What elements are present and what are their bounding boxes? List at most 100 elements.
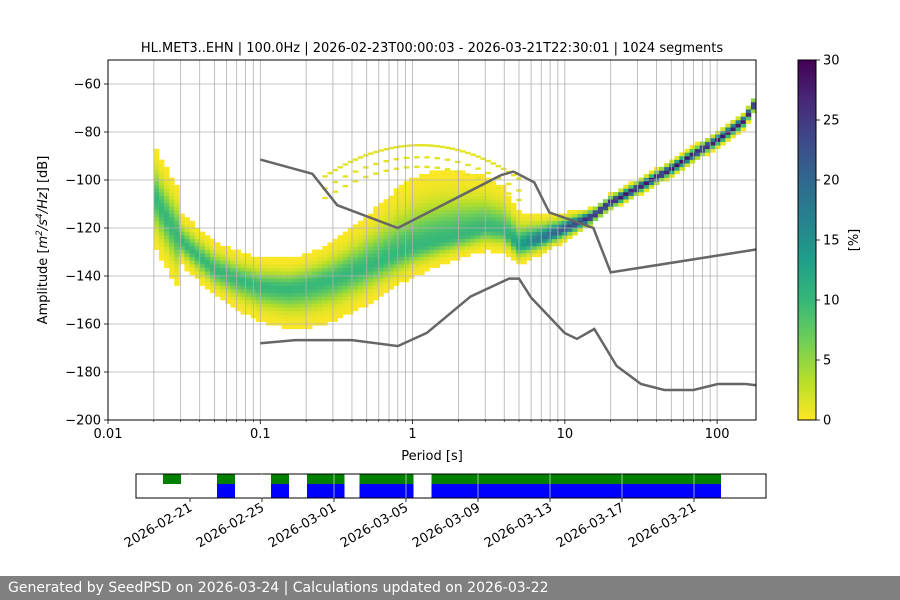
heatmap-cell <box>388 228 395 232</box>
heatmap-cell <box>546 246 553 250</box>
heatmap-cell <box>352 260 359 265</box>
heatmap-cell <box>368 296 374 301</box>
heatmap-cell <box>444 202 451 207</box>
heatmap-cell <box>332 285 338 290</box>
heatmap-cell <box>383 235 389 240</box>
heatmap-cell <box>209 278 216 283</box>
heatmap-cell <box>220 285 226 290</box>
heatmap-cell <box>164 195 170 200</box>
heatmap-cell <box>169 228 175 232</box>
heatmap-cell <box>449 174 456 178</box>
heatmap-cell <box>745 112 752 117</box>
heatmap-cell <box>368 246 374 250</box>
heatmap-cell <box>286 267 293 272</box>
heatmap-cell <box>531 235 537 240</box>
heatmap-cell <box>444 146 451 149</box>
heatmap-cell <box>169 220 175 225</box>
heatmap-cell <box>342 307 349 312</box>
heatmap-cell <box>592 206 599 211</box>
heatmap-cell <box>164 181 170 186</box>
heatmap-cell <box>393 217 400 222</box>
heatmap-cell <box>322 300 328 304</box>
heatmap-cell <box>261 296 267 301</box>
heatmap-cell <box>301 303 308 308</box>
heatmap-cell <box>153 199 160 204</box>
heatmap-cell <box>271 260 277 265</box>
heatmap-cell <box>347 285 354 290</box>
heatmap-cell <box>373 235 379 240</box>
heatmap-cell <box>357 267 364 272</box>
heatmap-cell <box>444 184 451 189</box>
heatmap-cell <box>240 310 247 315</box>
heatmap-cell <box>261 264 267 268</box>
heatmap-cell <box>393 157 400 161</box>
heatmap-cell <box>225 260 231 265</box>
heatmap-cell <box>393 267 400 272</box>
heatmap-cell <box>306 282 313 286</box>
heatmap-cell <box>587 206 594 211</box>
heatmap-cell <box>174 256 180 261</box>
heatmap-cell <box>715 130 721 135</box>
heatmap-cell <box>429 264 435 268</box>
heatmap-cell <box>460 224 466 229</box>
heatmap-cell <box>449 210 456 214</box>
heatmap-cell <box>465 195 471 200</box>
heatmap-cell <box>689 145 696 150</box>
heatmap-cell <box>414 206 420 211</box>
heatmap-cell <box>505 235 512 240</box>
heatmap-cell <box>317 271 323 276</box>
heatmap-cell <box>465 235 471 240</box>
heatmap-cell <box>664 174 670 178</box>
heatmap-cell <box>327 289 333 294</box>
heatmap-cell <box>189 264 196 268</box>
heatmap-cell <box>373 253 379 258</box>
heatmap-cell <box>194 260 201 265</box>
heatmap-cell <box>383 213 389 218</box>
heatmap-cell <box>567 210 573 214</box>
heatmap-cell <box>215 271 221 276</box>
heatmap-cell <box>444 238 451 243</box>
heatmap-cell <box>393 145 400 149</box>
heatmap-cell <box>419 271 425 276</box>
heatmap-cell <box>480 231 486 236</box>
heatmap-cell <box>383 217 389 222</box>
timeline-date-label: 2026-03-05 <box>338 500 411 551</box>
heatmap-cell <box>342 264 349 268</box>
heatmap-cell <box>480 192 486 196</box>
heatmap-cell <box>368 260 374 265</box>
timeline-bar-used <box>217 484 235 498</box>
heatmap-cell <box>414 249 420 254</box>
heatmap-cell <box>521 213 527 218</box>
heatmap-cell <box>475 246 481 250</box>
heatmap-cell <box>363 231 369 236</box>
heatmap-cell <box>434 188 441 193</box>
heatmap-cell <box>429 188 435 193</box>
heatmap-cell <box>485 171 492 175</box>
heatmap-cell <box>373 264 379 268</box>
heatmap-cell <box>449 206 456 211</box>
heatmap-cell <box>424 267 430 272</box>
heatmap-cell <box>388 267 395 272</box>
heatmap-cell <box>536 235 543 240</box>
heatmap-cell <box>332 271 338 276</box>
heatmap-cell <box>204 242 211 247</box>
timeline-bar-available <box>271 474 289 484</box>
heatmap-cell <box>281 300 287 304</box>
heatmap-cell <box>449 242 456 247</box>
heatmap-cell <box>271 307 277 312</box>
heatmap-cell <box>317 292 323 297</box>
heatmap-cell <box>505 220 512 225</box>
heatmap-cell <box>480 195 486 200</box>
heatmap-cell <box>434 195 441 200</box>
heatmap-cell <box>500 184 507 189</box>
heatmap-cell <box>368 152 374 155</box>
heatmap-cell <box>312 300 318 304</box>
heatmap-cell <box>388 206 395 211</box>
heatmap-cell <box>327 318 333 322</box>
heatmap-cell <box>184 238 190 243</box>
heatmap-cell <box>322 271 328 276</box>
timeline-bar-used <box>307 484 345 498</box>
heatmap-cell <box>735 123 742 128</box>
heatmap-cell <box>332 253 338 258</box>
heatmap-cell <box>388 278 395 283</box>
